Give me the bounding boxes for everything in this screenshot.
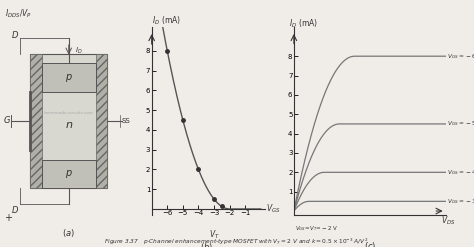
Text: $G$: $G$ [3,114,11,124]
Text: SS: SS [122,118,131,124]
Text: $n$: $n$ [64,120,73,130]
Text: $(c)$: $(c)$ [364,240,376,247]
Text: $(b)$: $(b)$ [200,241,213,247]
Bar [42,63,96,92]
Text: $I_D$: $I_D$ [75,46,82,56]
Text: Figure 3.37   p-Channel enhancement-type MOSFET with $V_T = 2$ V and $k = 0.5 \t: Figure 3.37 p-Channel enhancement-type M… [104,237,370,247]
Text: $V_{GS} = -3$ V: $V_{GS} = -3$ V [447,197,474,206]
Text: $V_{GS}\!=\!V_T\!=\!-2$ V: $V_{GS}\!=\!V_T\!=\!-2$ V [295,225,338,233]
Text: homemade-circuits.com: homemade-circuits.com [44,111,94,115]
Bar [30,54,107,188]
Text: $I_D$ (mA): $I_D$ (mA) [152,15,181,27]
Text: $V_T$: $V_T$ [209,229,219,241]
Text: $V_{GS}$: $V_{GS}$ [266,203,281,215]
Bar [42,160,96,188]
Bar [96,54,107,188]
Bar [30,54,42,188]
Text: $I_D$ (mA): $I_D$ (mA) [289,17,319,30]
Text: $(a)$: $(a)$ [62,227,75,239]
Text: $D$: $D$ [11,204,19,215]
Text: $+$: $+$ [4,212,13,223]
Text: $V_{GS} = -5$ V: $V_{GS} = -5$ V [447,120,474,128]
Text: $p$: $p$ [65,72,73,84]
Text: $I_{DDS}/V_P$: $I_{DDS}/V_P$ [5,7,32,20]
Text: $D$: $D$ [11,29,19,40]
Text: $V_{GS} = -6$ V: $V_{GS} = -6$ V [447,52,474,61]
Text: $V_{DS}$: $V_{DS}$ [441,214,456,227]
Text: $p$: $p$ [65,168,73,180]
Text: $V_{GS} = -4$ V: $V_{GS} = -4$ V [447,168,474,177]
